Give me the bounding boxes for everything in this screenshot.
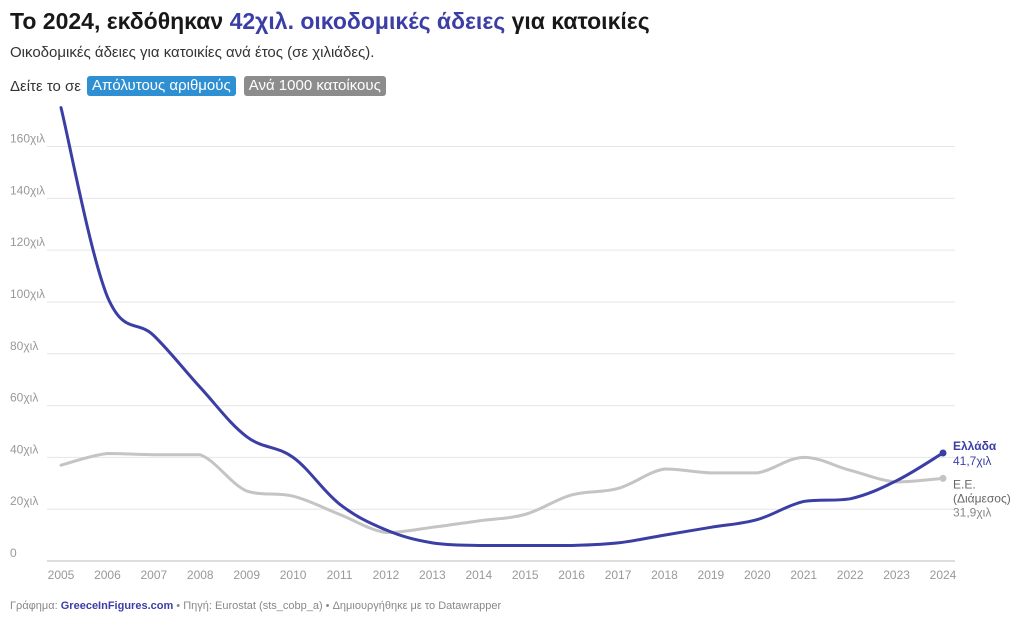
chart-subtitle: Οικοδομικές άδειες για κατοικίες ανά έτο…	[10, 44, 375, 61]
chart-title: Το 2024, εκδόθηκαν 42χιλ. οικοδομικές άδ…	[10, 8, 650, 35]
x-tick-label-2017: 2017	[605, 568, 632, 582]
x-tick-label-2023: 2023	[883, 568, 910, 582]
y-tick-label-40: 40χιλ	[10, 442, 38, 456]
y-tick-label-60: 60χιλ	[10, 391, 38, 405]
title-suffix: για κατοικίες	[511, 8, 650, 34]
y-tick-label-0: 0	[10, 546, 17, 560]
series-line-greece	[59, 106, 945, 547]
y-tick-label-140: 140χιλ	[10, 183, 45, 197]
toggle-per-1000-button[interactable]: Ανά 1000 κατοίκους	[243, 76, 386, 96]
series-endpoint-greece	[939, 449, 947, 457]
x-tick-label-2006: 2006	[94, 568, 121, 582]
eu-series-name-line2: (Διάμεσος)	[953, 491, 1011, 505]
x-tick-label-2009: 2009	[233, 568, 260, 582]
eu-end-value: 31,9χιλ	[953, 505, 991, 519]
line-chart: 0 20χιλ 40χιλ 60χιλ 80χιλ 100χιλ 120χιλ 140χιλ 1…	[10, 106, 1011, 582]
footer-source: • Πηγή: Eurostat (sts_cobp_a) • Δημιουργ…	[173, 600, 502, 612]
y-tick-label-20: 20χιλ	[10, 494, 38, 508]
title-prefix: Το 2024, εκδόθηκαν	[10, 8, 224, 34]
toggle-absolute-button[interactable]: Απόλυτους αριθμούς	[87, 76, 236, 96]
x-tick-label-2011: 2011	[327, 568, 353, 582]
footer-chart-label: Γράφημα:	[10, 600, 58, 612]
title-highlight: 42χιλ. οικοδομικές άδειες	[229, 8, 506, 34]
y-tick-label-120: 120χιλ	[10, 235, 45, 249]
eu-series-name-line1: Ε.Ε.	[953, 477, 976, 491]
x-tick-label-2012: 2012	[373, 568, 400, 582]
x-tick-label-2018: 2018	[651, 568, 678, 582]
toggle-prefix: Δείτε το σε	[10, 77, 81, 95]
x-tick-label-2014: 2014	[465, 568, 492, 582]
greece-end-value: 41,7χιλ	[953, 454, 991, 468]
x-tick-label-2013: 2013	[419, 568, 446, 582]
view-toggle: Δείτε το σε Απόλυτους αριθμούς Ανά 1000 …	[10, 76, 394, 96]
y-tick-label-80: 80χιλ	[10, 339, 38, 353]
x-tick-label-2019: 2019	[698, 568, 725, 582]
series-endpoint-eu	[939, 474, 947, 482]
x-tick-label-2010: 2010	[280, 568, 307, 582]
x-tick-label-2024: 2024	[930, 568, 957, 582]
x-tick-label-2022: 2022	[837, 568, 864, 582]
x-tick-label-2008: 2008	[187, 568, 214, 582]
footer-brand-link[interactable]: GreeceInFigures.com	[60, 600, 174, 612]
y-tick-label-160: 160χιλ	[10, 132, 45, 146]
y-tick-label-100: 100χιλ	[10, 287, 45, 301]
x-tick-label-2005: 2005	[48, 568, 75, 582]
x-tick-label-2007: 2007	[140, 568, 167, 582]
x-tick-label-2020: 2020	[744, 568, 771, 582]
x-tick-label-2015: 2015	[512, 568, 539, 582]
greece-series-name: Ελλάδα	[953, 439, 997, 453]
series-line-eu	[59, 451, 945, 534]
x-tick-label-2016: 2016	[558, 568, 585, 582]
x-tick-label-2021: 2021	[790, 568, 817, 582]
chart-footer: Γράφημα: GreeceInFigures.com • Πηγή: Eur…	[10, 600, 501, 612]
